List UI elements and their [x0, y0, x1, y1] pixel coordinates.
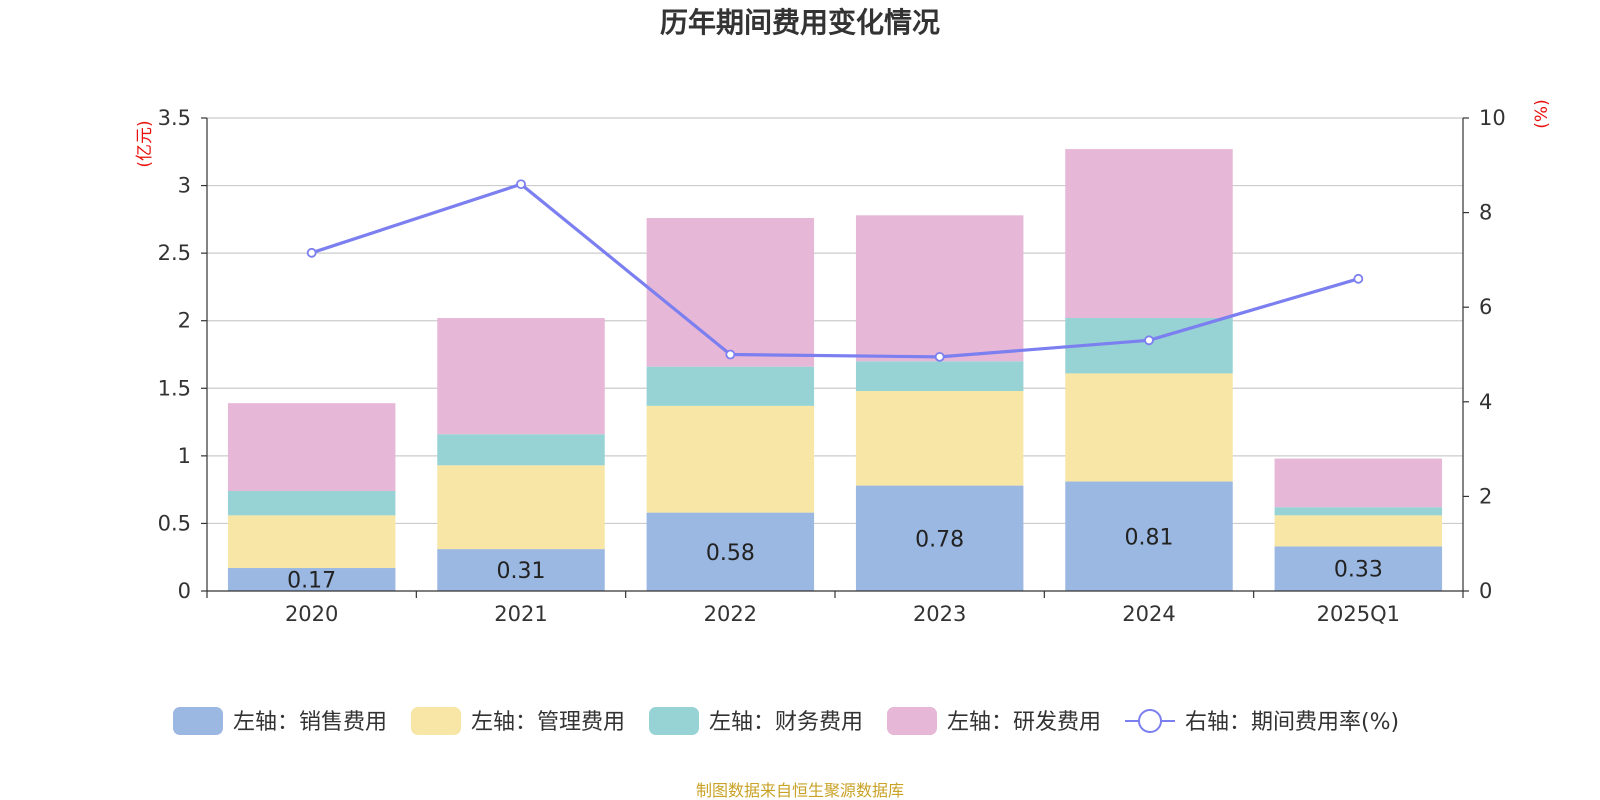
bar-segment	[227, 515, 396, 569]
grid-lines	[207, 117, 1463, 525]
y-left-tick-label: 1.5	[158, 376, 191, 400]
legend-label: 右轴：期间费用率(%)	[1185, 710, 1399, 735]
y-left-tick-label: 3.5	[158, 106, 191, 130]
legend-label: 左轴：管理费用	[471, 710, 625, 735]
expense-rate-line	[306, 179, 1364, 362]
bar-segment	[227, 490, 396, 516]
bar-segment	[1065, 481, 1233, 591]
y-right-unit: (%)	[1532, 99, 1552, 128]
legend: 左轴：销售费用 左轴：管理费用 左轴：财务费用 左轴：研发费用 右轴：期间费用率(%)	[173, 707, 1399, 735]
bar-segment	[1274, 507, 1443, 516]
y-left-tick-label: 0	[178, 579, 191, 603]
legend-swatch	[411, 707, 461, 735]
bar-segment	[646, 366, 815, 406]
rate-point	[725, 349, 736, 360]
bar-segment	[646, 512, 815, 591]
bar-segment	[437, 434, 605, 466]
bar-value-label: 0.33	[1334, 558, 1383, 583]
rate-point	[1144, 335, 1154, 346]
legend-swatch	[649, 707, 699, 735]
bar-segment	[855, 390, 1024, 486]
bar-segment	[1274, 546, 1443, 591]
x-tick-label: 2022	[704, 602, 757, 626]
axes: 0 0.5 1 1.5 2 2.5 3 3.5 0 2 4 6 8 10 2020 2021 2022 2023 2…	[135, 99, 1552, 626]
bar-segment	[437, 318, 605, 435]
bar-segment	[227, 403, 396, 491]
y-right-tick-label: 0	[1479, 579, 1492, 603]
bar-segment	[855, 485, 1024, 591]
legend-label: 左轴：研发费用	[947, 710, 1101, 735]
rate-point	[306, 247, 317, 258]
stacked-bars	[227, 149, 1443, 591]
x-tick-label: 2021	[494, 602, 547, 626]
legend-label: 左轴：财务费用	[709, 710, 863, 735]
y-right-tick-label: 10	[1479, 106, 1506, 130]
y-right-tick-label: 2	[1479, 484, 1492, 508]
bar-value-label: 0.81	[1125, 525, 1174, 550]
y-right-tick-label: 6	[1479, 295, 1492, 319]
y-left-tick-label: 2.5	[158, 241, 191, 265]
legend-marker-icon	[1138, 709, 1162, 733]
x-tick-label: 2024	[1122, 602, 1175, 626]
bar-value-labels: 0.17 0.31 0.58 0.78 0.81 0.33	[287, 525, 1383, 593]
legend-swatch	[173, 707, 223, 735]
bar-segment	[1274, 458, 1443, 508]
rate-line-path	[311, 182, 1359, 359]
y-left-tick-label: 1	[178, 444, 191, 468]
bar-value-label: 0.58	[706, 541, 755, 566]
bar-segment	[437, 549, 605, 591]
bar-segment	[646, 218, 815, 367]
bar-value-label: 0.78	[915, 527, 964, 552]
bar-value-label: 0.17	[287, 569, 336, 594]
legend-label: 左轴：销售费用	[233, 710, 387, 735]
y-left-tick-label: 3	[178, 174, 191, 198]
y-left-tick-label: 0.5	[158, 511, 191, 535]
y-left-tick-label: 2	[178, 309, 191, 333]
bar-segment	[855, 215, 1024, 362]
y-left-unit: (亿元)	[135, 120, 155, 167]
bar-segment	[1065, 373, 1233, 482]
bar-segment	[1065, 149, 1233, 319]
bar-segment	[855, 361, 1024, 391]
rate-point	[934, 351, 945, 362]
y-right-tick-label: 8	[1479, 201, 1492, 225]
y-right-tick-label: 4	[1479, 390, 1492, 414]
rate-point	[1353, 273, 1364, 284]
chart-title: 历年期间费用变化情况	[660, 6, 940, 39]
x-tick-label: 2020	[285, 602, 338, 626]
legend-swatch	[887, 707, 937, 735]
source-note: 制图数据来自恒生聚源数据库	[696, 781, 904, 800]
rate-point	[516, 179, 526, 190]
bar-segment	[437, 465, 605, 550]
bar-segment	[646, 405, 815, 513]
x-tick-label: 2025Q1	[1317, 602, 1400, 626]
bar-segment	[1274, 515, 1443, 547]
bar-value-label: 0.31	[497, 559, 546, 584]
x-tick-label: 2023	[913, 602, 966, 626]
bar-segment	[227, 568, 396, 591]
